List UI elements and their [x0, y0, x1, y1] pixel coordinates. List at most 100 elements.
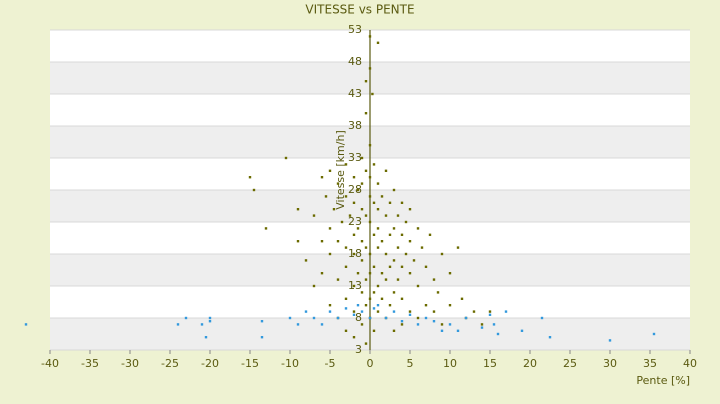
point: [400, 323, 404, 326]
point: [376, 246, 380, 249]
point: [432, 310, 436, 313]
point: [496, 332, 500, 336]
point: [456, 246, 460, 249]
point: [368, 297, 372, 300]
point: [408, 272, 412, 275]
y-tick-label: 43: [348, 87, 362, 100]
x-tick-label: 5: [407, 357, 414, 370]
point: [380, 240, 384, 243]
point: [380, 297, 384, 300]
point: [352, 252, 356, 256]
point: [388, 265, 392, 268]
x-tick-label: -40: [41, 357, 59, 370]
point: [440, 252, 444, 256]
point: [520, 329, 524, 332]
y-tick-label: 38: [348, 119, 362, 132]
point: [368, 35, 372, 38]
point: [312, 214, 316, 217]
point: [360, 291, 364, 294]
point: [312, 316, 316, 320]
point: [328, 169, 332, 172]
point: [248, 176, 252, 179]
point: [296, 240, 300, 243]
point: [184, 316, 188, 320]
point: [372, 291, 376, 294]
point: [296, 323, 300, 326]
point: [360, 240, 364, 243]
point: [336, 278, 340, 281]
point: [356, 272, 360, 275]
point: [328, 310, 332, 313]
point: [360, 182, 364, 185]
point: [364, 342, 368, 345]
point: [384, 316, 388, 320]
point: [332, 208, 336, 211]
point: [372, 201, 376, 204]
point: [456, 329, 460, 332]
point: [344, 195, 348, 198]
point: [352, 284, 356, 288]
point: [356, 227, 360, 230]
point: [368, 316, 372, 320]
point: [416, 323, 420, 326]
point: [372, 163, 376, 166]
point: [400, 297, 404, 300]
point: [492, 323, 496, 326]
point: [392, 329, 396, 332]
point: [356, 188, 360, 192]
point: [428, 233, 432, 236]
point: [416, 227, 420, 230]
point: [296, 208, 300, 211]
point: [608, 339, 612, 342]
point: [400, 233, 404, 236]
point: [176, 323, 180, 326]
point: [388, 233, 392, 236]
point: [480, 326, 484, 329]
x-tick-label: 0: [367, 357, 374, 370]
point: [424, 265, 428, 268]
point: [376, 41, 380, 44]
point: [488, 310, 492, 313]
point: [320, 176, 324, 179]
point: [312, 284, 316, 288]
point: [344, 297, 348, 300]
x-tick-label: 15: [483, 357, 497, 370]
point: [408, 208, 412, 211]
point: [408, 313, 412, 316]
y-tick-label: 33: [348, 151, 362, 164]
point: [328, 227, 332, 230]
point: [208, 320, 212, 323]
point: [328, 252, 332, 256]
point: [408, 240, 412, 243]
point: [328, 304, 332, 307]
point: [380, 195, 384, 198]
point: [208, 316, 212, 320]
y-axis-label: Vitesse [km/h]: [334, 130, 347, 210]
point: [24, 323, 28, 326]
point: [448, 323, 452, 326]
point: [284, 156, 288, 160]
point: [460, 297, 464, 300]
point: [368, 220, 372, 224]
point: [408, 310, 412, 313]
point: [384, 214, 388, 217]
point: [480, 323, 484, 326]
x-tick-label: 25: [563, 357, 577, 370]
point: [404, 220, 408, 224]
x-tick-label: -20: [201, 357, 219, 370]
point: [412, 259, 416, 262]
point: [540, 316, 544, 320]
point: [432, 320, 436, 323]
point: [336, 240, 340, 243]
point: [352, 336, 356, 339]
point: [396, 278, 400, 281]
point: [388, 201, 392, 204]
point: [392, 291, 396, 294]
point: [364, 246, 368, 249]
point: [352, 233, 356, 236]
y-tick-label: 48: [348, 55, 362, 68]
point: [420, 246, 424, 249]
point: [352, 176, 356, 179]
x-tick-label: -15: [241, 357, 259, 370]
point: [396, 246, 400, 249]
